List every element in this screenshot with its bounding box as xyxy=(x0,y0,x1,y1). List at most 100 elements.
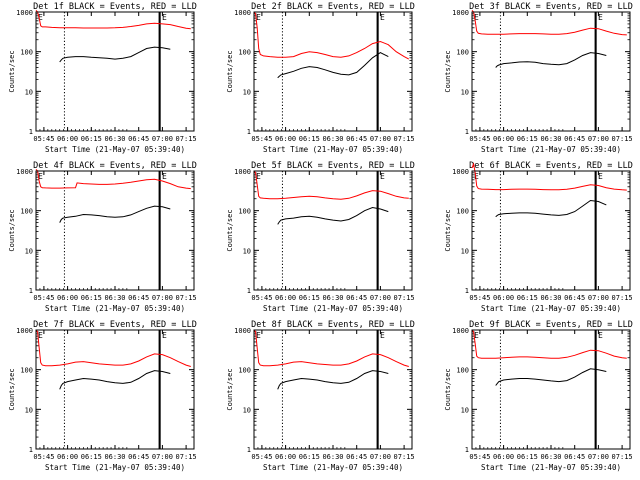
plot-frame xyxy=(471,170,631,291)
x-tick-label: 07:15 xyxy=(176,294,197,302)
y-axis-label: Counts/sec xyxy=(444,50,452,92)
x-tick-label: 06:45 xyxy=(346,294,367,302)
plot-frame xyxy=(253,11,413,132)
panel-det-4: Det 4f BLACK = Events, RED = LLD Counts/s… xyxy=(8,161,197,313)
x-tick-label: 07:15 xyxy=(176,453,197,461)
x-axis-label: Start Time (21-May-07 05:39:40) xyxy=(263,304,403,313)
panel-det-6: Det 6f BLACK = Events, RED = LLD Counts/s… xyxy=(444,161,633,313)
y-tick-label: 1 xyxy=(29,287,33,295)
x-tick-label: 05:45 xyxy=(33,294,54,302)
marker-label-right: E xyxy=(380,13,385,22)
y-tick-label: 100 xyxy=(456,49,469,57)
marker-label-right: E xyxy=(380,172,385,181)
y-tick-label: 100 xyxy=(456,367,469,375)
x-tick-label: 07:15 xyxy=(394,135,415,143)
panel-title: Det 2f BLACK = Events, RED = LLD xyxy=(251,2,415,12)
marker-label-left: E xyxy=(474,13,479,22)
y-axis-label: Counts/sec xyxy=(444,209,452,251)
y-axis-label: Counts/sec xyxy=(8,209,16,251)
y-tick-label: 1 xyxy=(465,287,469,295)
marker-label-left: E xyxy=(38,13,43,22)
events-series-line xyxy=(59,46,171,63)
marker-label-right: E xyxy=(598,172,603,181)
x-axis-label: Start Time (21-May-07 05:39:40) xyxy=(481,145,621,154)
x-tick-label: 07:15 xyxy=(612,453,633,461)
y-tick-label: 1 xyxy=(465,128,469,136)
marker-label-right: E xyxy=(598,13,603,22)
x-tick-label: 06:30 xyxy=(540,453,561,461)
x-tick-label: 07:15 xyxy=(612,294,633,302)
x-tick-label: 06:15 xyxy=(299,135,320,143)
x-tick-label: 05:45 xyxy=(251,135,272,143)
lld-series-line xyxy=(35,169,191,190)
x-tick-label: 05:45 xyxy=(469,294,490,302)
x-tick-label: 07:00 xyxy=(588,294,609,302)
x-tick-label: 06:00 xyxy=(57,453,78,461)
x-axis-label: Start Time (21-May-07 05:39:40) xyxy=(481,304,621,313)
x-tick-label: 05:45 xyxy=(33,453,54,461)
marker-label-left: E xyxy=(38,331,43,340)
x-tick-label: 06:45 xyxy=(564,294,585,302)
x-tick-label: 07:00 xyxy=(588,453,609,461)
y-tick-label: 1 xyxy=(247,128,251,136)
events-series-line xyxy=(495,52,607,68)
y-tick-label: 1000 xyxy=(234,9,251,17)
y-tick-label: 1000 xyxy=(234,168,251,176)
y-axis-label: Counts/sec xyxy=(226,209,234,251)
marker-label-right: E xyxy=(162,13,167,22)
x-tick-label: 06:30 xyxy=(104,453,125,461)
x-tick-label: 07:00 xyxy=(370,453,391,461)
y-tick-label: 100 xyxy=(20,208,33,216)
x-tick-label: 07:00 xyxy=(152,453,173,461)
plot-frame xyxy=(35,170,195,291)
panel-det-8: Det 8f BLACK = Events, RED = LLD Counts/s… xyxy=(226,320,415,472)
x-tick-label: 06:15 xyxy=(517,135,538,143)
x-tick-label: 05:45 xyxy=(251,453,272,461)
x-axis-label: Start Time (21-May-07 05:39:40) xyxy=(481,463,621,472)
panel-det-3: Det 3f BLACK = Events, RED = LLD Counts/s… xyxy=(444,2,633,154)
lld-series-line xyxy=(35,329,191,367)
y-tick-label: 1 xyxy=(247,287,251,295)
x-tick-label: 06:45 xyxy=(128,453,149,461)
x-tick-label: 05:45 xyxy=(33,135,54,143)
x-tick-label: 07:00 xyxy=(152,294,173,302)
x-tick-label: 06:00 xyxy=(493,135,514,143)
x-tick-label: 07:00 xyxy=(588,135,609,143)
panel-title: Det 6f BLACK = Events, RED = LLD xyxy=(469,161,633,171)
marker-label-left: E xyxy=(256,172,261,181)
x-tick-label: 06:00 xyxy=(275,135,296,143)
y-tick-label: 100 xyxy=(20,367,33,375)
y-tick-label: 10 xyxy=(243,406,251,414)
x-tick-label: 06:15 xyxy=(81,294,102,302)
y-axis-label: Counts/sec xyxy=(226,368,234,410)
x-tick-label: 06:00 xyxy=(275,453,296,461)
x-axis-label: Start Time (21-May-07 05:39:40) xyxy=(45,463,185,472)
y-tick-label: 100 xyxy=(20,49,33,57)
x-tick-label: 07:00 xyxy=(370,294,391,302)
lld-series-line xyxy=(253,170,409,200)
marker-label-right: E xyxy=(380,331,385,340)
x-tick-label: 05:45 xyxy=(469,453,490,461)
y-tick-label: 100 xyxy=(238,208,251,216)
x-tick-label: 06:45 xyxy=(346,135,367,143)
panel-title: Det 5f BLACK = Events, RED = LLD xyxy=(251,161,415,171)
x-tick-label: 06:45 xyxy=(128,135,149,143)
x-tick-label: 07:15 xyxy=(176,135,197,143)
lld-series-line xyxy=(471,162,627,191)
y-tick-label: 10 xyxy=(461,88,469,96)
events-series-line xyxy=(277,370,389,390)
lld-series-line xyxy=(253,11,410,60)
marker-label-right: E xyxy=(598,331,603,340)
x-tick-label: 06:30 xyxy=(322,453,343,461)
panel-det-9: Det 9f BLACK = Events, RED = LLD Counts/s… xyxy=(444,320,633,472)
marker-label-right: E xyxy=(162,331,167,340)
events-series-line xyxy=(59,205,171,223)
y-tick-label: 1 xyxy=(29,128,33,136)
x-tick-label: 07:00 xyxy=(370,135,391,143)
events-series-line xyxy=(277,52,389,79)
marker-label-left: E xyxy=(256,331,261,340)
events-series-line xyxy=(495,368,607,386)
marker-label-left: E xyxy=(38,172,43,181)
x-tick-label: 06:00 xyxy=(493,294,514,302)
